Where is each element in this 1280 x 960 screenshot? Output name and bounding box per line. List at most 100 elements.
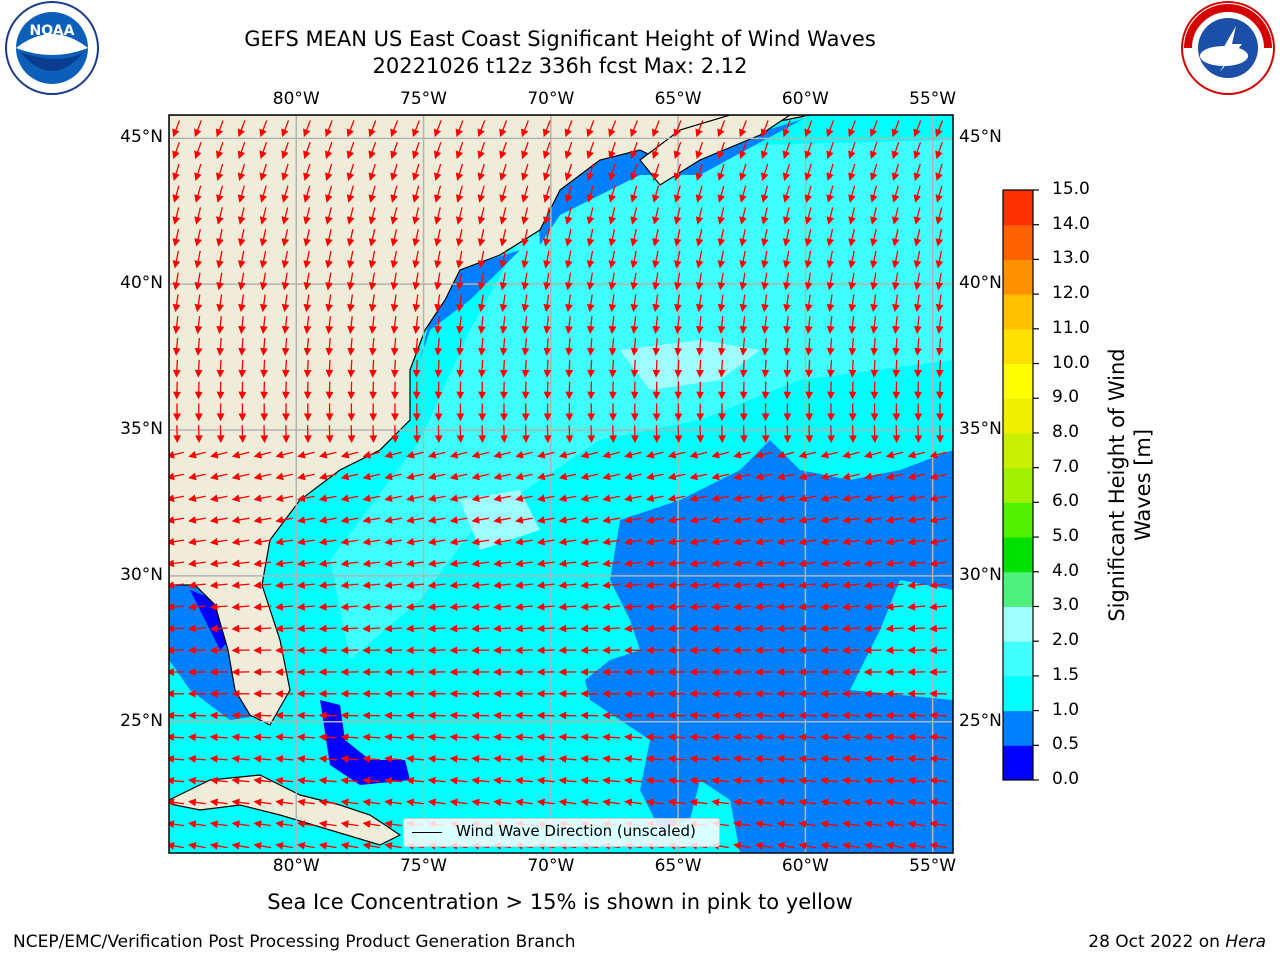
wave-direction-arrow — [499, 207, 508, 225]
wave-direction-arrow — [188, 842, 206, 850]
wave-direction-arrow — [188, 472, 206, 481]
wave-direction-arrow — [281, 359, 290, 378]
wave-direction-arrow — [891, 229, 900, 247]
wave-direction-arrow — [565, 337, 574, 356]
colorbar-segment — [1003, 259, 1033, 295]
wave-direction-arrow — [695, 120, 704, 138]
wave-direction-arrow — [434, 207, 442, 225]
wave-direction-arrow — [820, 776, 839, 785]
wave-direction-arrow — [499, 359, 508, 378]
wave-direction-arrow — [820, 820, 838, 829]
wave-direction-arrow — [209, 472, 228, 481]
wave-direction-arrow — [623, 733, 642, 742]
colorbar-title-line2: Waves [m] — [1131, 428, 1155, 542]
wave-direction-arrow — [281, 163, 289, 182]
wave-direction-arrow — [194, 163, 202, 182]
wave-direction-arrow — [169, 820, 184, 829]
wave-direction-arrow — [384, 624, 403, 633]
nws-logo — [1181, 1, 1275, 95]
wave-direction-arrow — [783, 337, 792, 356]
wave-direction-arrow — [754, 842, 773, 850]
wave-direction-arrow — [521, 120, 529, 138]
wave-direction-arrow — [558, 798, 577, 807]
wave-direction-arrow — [188, 516, 206, 524]
axis-tick-label: 55°W — [909, 856, 957, 876]
wave-direction-arrow — [841, 776, 860, 785]
wave-direction-arrow — [412, 120, 420, 138]
wave-direction-arrow — [169, 733, 185, 742]
wave-direction-arrow — [384, 516, 403, 524]
wave-direction-arrow — [188, 820, 206, 829]
wave-direction-arrow — [499, 141, 507, 160]
wave-direction-arrow — [820, 842, 839, 850]
wave-direction-arrow — [645, 537, 664, 546]
wave-direction-arrow — [804, 141, 813, 160]
wave-direction-arrow — [471, 581, 490, 589]
wave-direction-arrow — [433, 141, 442, 160]
wave-direction-arrow — [907, 602, 926, 611]
wave-direction-arrow — [237, 141, 246, 160]
colorbar-title-line1: Significant Height of Wind — [1105, 348, 1129, 622]
wave-direction-arrow — [717, 141, 725, 160]
wave-direction-arrow — [536, 581, 555, 589]
wave-direction-arrow — [297, 537, 315, 546]
wave-direction-arrow — [798, 450, 817, 459]
wave-direction-arrow — [929, 624, 948, 633]
wave-direction-arrow — [820, 537, 839, 546]
wave-direction-arrow — [717, 185, 725, 203]
wave-direction-arrow — [405, 733, 424, 742]
wave-direction-arrow — [362, 494, 381, 503]
wave-direction-arrow — [645, 776, 664, 785]
wave-direction-arrow — [477, 229, 486, 247]
wave-direction-arrow — [820, 755, 839, 763]
wave-direction-arrow — [565, 272, 573, 291]
wave-direction-arrow — [870, 359, 879, 378]
wave-direction-arrow — [935, 120, 944, 138]
wave-direction-arrow — [732, 581, 751, 589]
wave-direction-arrow — [259, 272, 268, 291]
wave-direction-arrow — [169, 624, 185, 633]
wave-direction-arrow — [842, 472, 860, 481]
wave-direction-arrow — [188, 494, 206, 503]
wave-direction-arrow — [346, 229, 355, 247]
wave-direction-arrow — [674, 272, 682, 291]
wave-direction-arrow — [194, 337, 203, 356]
wave-direction-arrow — [318, 733, 337, 742]
wave-direction-arrow — [231, 733, 250, 742]
wave-direction-arrow — [869, 120, 878, 138]
wave-direction-arrow — [674, 294, 682, 313]
wave-direction-arrow — [891, 163, 900, 182]
wave-direction-arrow — [798, 755, 817, 763]
wave-direction-arrow — [913, 185, 922, 203]
wave-direction-arrow — [733, 472, 751, 481]
wave-direction-arrow — [209, 624, 228, 633]
wave-direction-arrow — [848, 141, 856, 160]
wave-direction-arrow — [826, 120, 835, 138]
wave-direction-arrow — [739, 185, 747, 203]
wave-direction-arrow — [804, 272, 813, 291]
wave-direction-arrow — [536, 624, 555, 633]
wave-direction-arrow — [281, 294, 290, 313]
wave-direction-arrow — [499, 163, 507, 182]
wave-direction-arrow — [362, 798, 381, 807]
wave-direction-arrow — [667, 755, 686, 763]
map-frame — [168, 114, 954, 854]
wave-direction-arrow — [667, 776, 686, 785]
wave-direction-arrow — [907, 624, 926, 633]
wave-direction-arrow — [275, 776, 294, 785]
colorbar-segment — [1003, 745, 1033, 781]
wave-direction-arrow — [608, 185, 616, 203]
wave-direction-arrow — [587, 337, 595, 356]
wave-direction-arrow — [412, 250, 420, 269]
wave-direction-arrow — [630, 120, 638, 138]
wave-direction-arrow — [543, 272, 551, 291]
wave-band-1.5-2.0 — [330, 140, 953, 660]
wave-direction-arrow — [259, 250, 268, 269]
wave-direction-arrow — [907, 516, 926, 524]
wave-direction-arrow — [515, 798, 533, 807]
wave-direction-arrow — [209, 602, 228, 611]
wave-direction-arrow — [674, 316, 682, 335]
wave-direction-arrow — [842, 537, 860, 546]
wave-direction-arrow — [586, 185, 595, 203]
axis-tick-label: 35°N — [120, 419, 163, 440]
